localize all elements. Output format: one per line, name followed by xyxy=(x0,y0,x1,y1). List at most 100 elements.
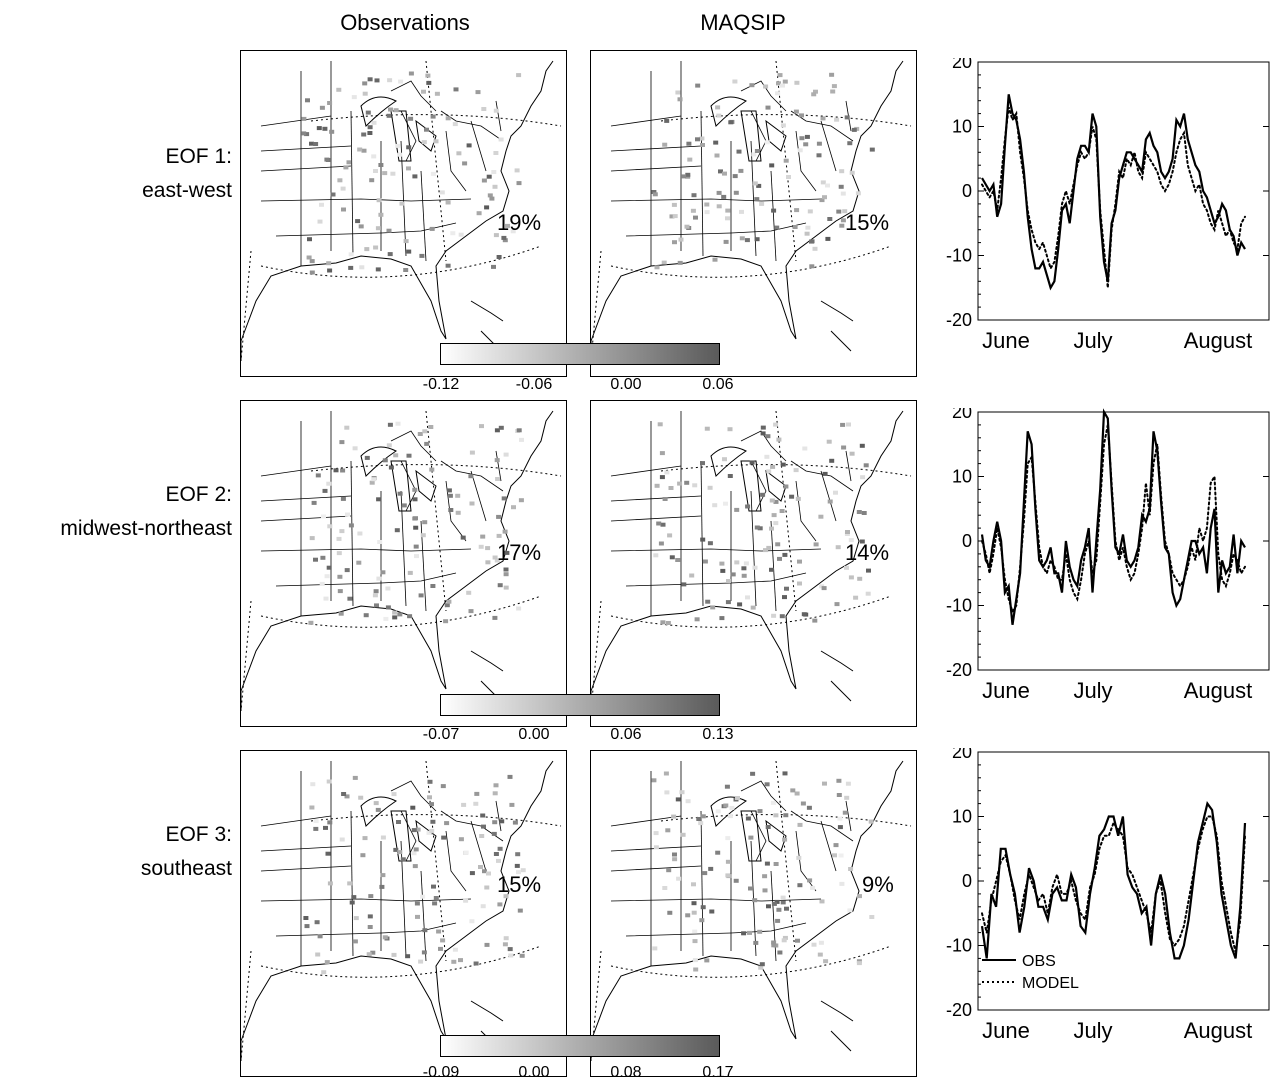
eof-grid-cell xyxy=(327,101,333,105)
great-lake xyxy=(390,810,412,862)
eof-grid-cell xyxy=(376,198,382,203)
eof-grid-cell xyxy=(306,255,312,260)
eof-grid-cell xyxy=(823,959,829,964)
eof-grid-cell xyxy=(320,555,326,560)
eof-grid-cell xyxy=(764,140,770,145)
eof-grid-cell xyxy=(369,178,375,183)
state-border xyxy=(260,115,332,127)
state-border xyxy=(470,470,487,522)
eof-grid-cell xyxy=(745,595,750,600)
eof-grid-cell xyxy=(330,192,336,197)
y-tick-label: 10 xyxy=(952,467,972,487)
eof-grid-cell xyxy=(382,458,388,463)
longitude-line xyxy=(775,410,797,612)
eof-grid-cell xyxy=(482,869,487,874)
eof-grid-cell xyxy=(485,546,491,551)
eof-grid-cell xyxy=(468,609,474,614)
eof-grid-cell xyxy=(769,567,774,572)
eof-grid-cell xyxy=(484,885,490,890)
eof-grid-cell xyxy=(440,938,446,943)
eof-grid-cell xyxy=(520,868,526,873)
eof-grid-cell xyxy=(478,544,484,549)
eof-grid-cell xyxy=(702,559,708,564)
eof-grid-cell xyxy=(715,809,721,814)
basemap-svg xyxy=(241,410,562,712)
eof-grid-cell xyxy=(704,958,710,963)
eof-grid-cell xyxy=(671,814,677,819)
longitude-line xyxy=(241,250,252,362)
eof-grid-cell xyxy=(339,837,345,842)
state-border xyxy=(260,815,332,827)
state-border xyxy=(750,460,767,512)
eof-grid-cell xyxy=(727,814,733,819)
eof-grid-cell xyxy=(677,260,683,265)
eof-grid-cell xyxy=(754,197,760,202)
eof-grid-cell xyxy=(475,90,481,95)
eof-grid-cell xyxy=(675,558,681,562)
eof-grid-cell xyxy=(859,539,865,544)
eof-grid-cell xyxy=(848,867,854,871)
eof-grid-cell xyxy=(383,616,389,621)
eof-grid-cell xyxy=(660,620,666,625)
eof-grid-cell xyxy=(687,157,693,162)
eof-grid-cell xyxy=(393,847,399,852)
eof-grid-cell xyxy=(508,953,514,958)
state-border xyxy=(820,120,837,172)
state-border xyxy=(350,460,354,607)
eof-grid-cell xyxy=(741,931,747,936)
eof-grid-cell xyxy=(436,929,442,934)
eof-grid-cell xyxy=(493,233,499,238)
eof-grid-cell xyxy=(806,805,812,810)
state-border xyxy=(770,170,777,262)
eof-grid-cell xyxy=(725,216,730,221)
eof-grid-cell xyxy=(496,533,502,538)
eof-grid-cell xyxy=(430,114,436,119)
eof-grid-cell xyxy=(325,851,331,856)
eof-grid-cell xyxy=(496,514,502,519)
state-border xyxy=(770,520,777,612)
eof-grid-cell xyxy=(702,871,708,876)
eof-grid-cell xyxy=(421,140,427,145)
eof-grid-cell xyxy=(833,843,839,848)
eof-grid-cell xyxy=(387,252,393,257)
state-border xyxy=(610,115,682,127)
eof-grid-cell xyxy=(367,125,373,130)
eof-grid-cell xyxy=(677,481,683,486)
island xyxy=(830,330,852,352)
map-eof1-observations xyxy=(240,50,567,377)
eof-grid-cell xyxy=(387,422,393,427)
variance-eof1-observations: 19% xyxy=(497,210,542,235)
latitude-line xyxy=(660,464,912,477)
eof-grid-cell xyxy=(494,458,500,463)
state-border xyxy=(400,490,407,607)
basemap-svg xyxy=(591,410,912,712)
basemap-svg xyxy=(241,760,562,1062)
eof-grid-cell xyxy=(503,936,509,941)
eof-grid-cell xyxy=(844,115,850,120)
eof-grid-cell xyxy=(836,793,842,797)
eof-grid-cell xyxy=(425,73,431,78)
eof-grid-cell xyxy=(777,950,783,955)
eof-grid-cell xyxy=(407,614,413,619)
eof-grid-cell xyxy=(357,531,363,536)
row-label-eof1-title: EOF 1: xyxy=(165,145,232,168)
eof-grid-cell xyxy=(493,852,499,856)
eof-grid-cell xyxy=(786,175,791,179)
eof-grid-cell xyxy=(344,568,350,573)
eof-grid-cell xyxy=(719,616,725,621)
eof-grid-cell xyxy=(730,572,736,577)
eof-grid-cell xyxy=(837,825,843,830)
y-tick-label: 10 xyxy=(952,117,972,137)
eof-grid-cell xyxy=(700,814,706,819)
model-series-line xyxy=(981,424,1246,615)
eof-grid-cell xyxy=(340,186,346,191)
eof-grid-cell xyxy=(699,136,705,141)
eof-grid-cell xyxy=(406,453,412,458)
eof-grid-cell xyxy=(712,503,718,508)
eof-grid-cell xyxy=(333,468,339,473)
great-lake xyxy=(360,796,397,827)
great-lake xyxy=(360,446,397,477)
y-tick-label: -10 xyxy=(946,936,972,956)
eof-grid-cell xyxy=(654,483,660,488)
colorbar-eof1-tick: 0.06 xyxy=(702,376,734,393)
